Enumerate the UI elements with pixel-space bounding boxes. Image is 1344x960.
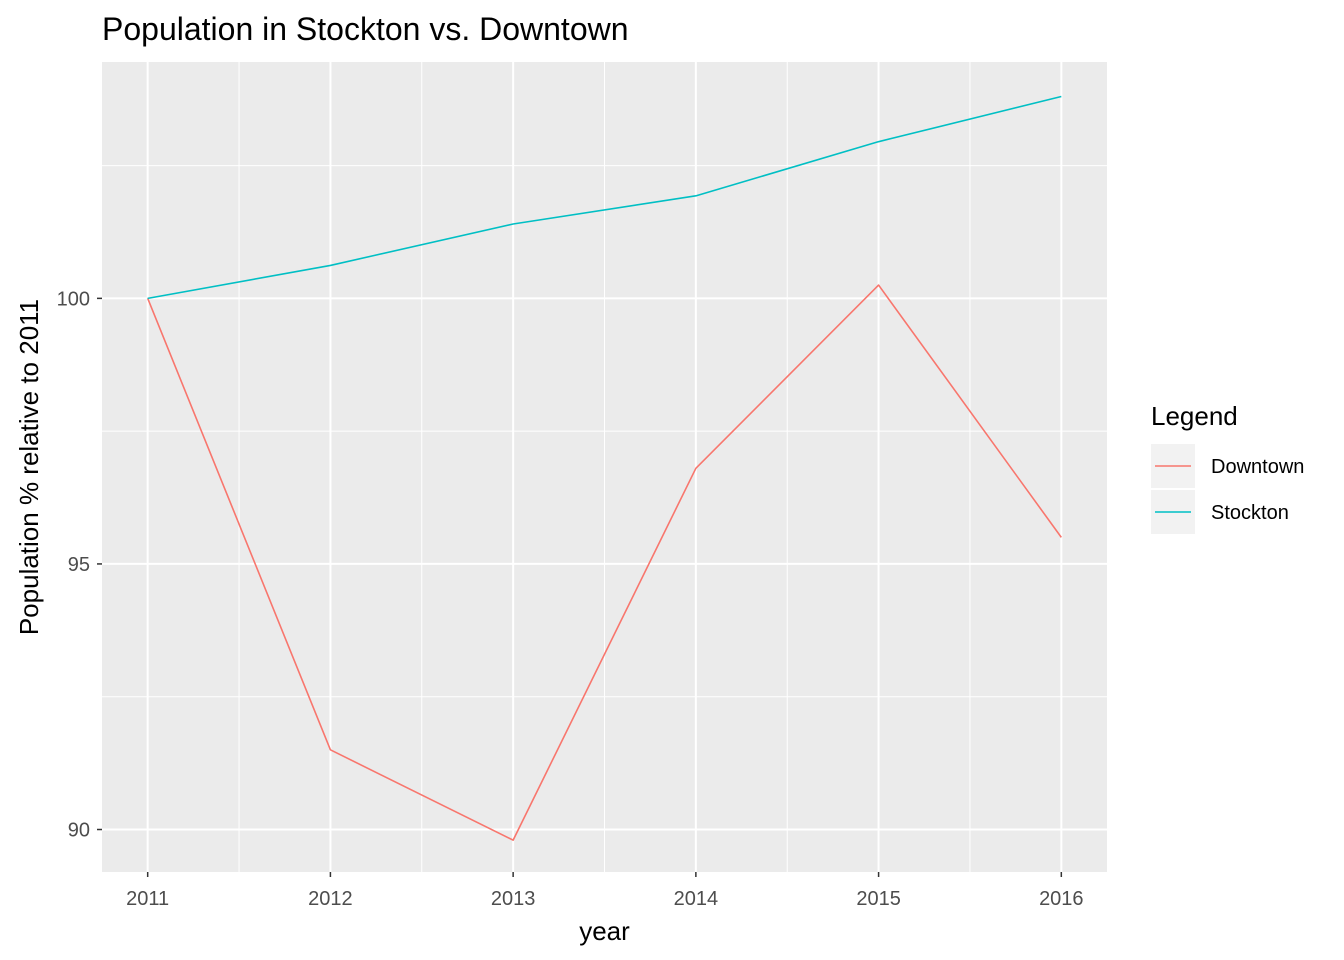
x-axis-title: year bbox=[579, 916, 630, 946]
chart-title: Population in Stockton vs. Downtown bbox=[102, 11, 629, 47]
legend-label-stockton: Stockton bbox=[1211, 502, 1289, 524]
x-tick-label: 2014 bbox=[674, 888, 719, 910]
major-gridlines bbox=[102, 62, 1107, 872]
y-axis-title: Population % relative to 2011 bbox=[14, 299, 44, 635]
x-tick-labels: 2011 2012 2013 2014 2015 2016 bbox=[126, 888, 1083, 910]
minor-gridlines bbox=[102, 62, 1107, 872]
x-tick-label: 2011 bbox=[126, 888, 169, 910]
y-tick-label: 90 bbox=[68, 820, 90, 842]
y-tick-label: 95 bbox=[68, 554, 90, 576]
series-lines bbox=[146, 95, 1062, 841]
x-tick-label: 2012 bbox=[308, 888, 353, 910]
x-tick-label: 2013 bbox=[491, 888, 536, 910]
y-tick-labels: 90 95 100 bbox=[57, 288, 90, 841]
legend: Legend Downtown Stockton bbox=[1151, 401, 1304, 534]
legend-label-downtown: Downtown bbox=[1211, 456, 1304, 478]
axis-ticks bbox=[97, 297, 1063, 877]
x-tick-label: 2015 bbox=[856, 888, 901, 910]
legend-title: Legend bbox=[1151, 401, 1238, 431]
x-tick-label: 2016 bbox=[1039, 888, 1084, 910]
y-tick-label: 100 bbox=[57, 288, 90, 310]
series-line-stockton bbox=[147, 95, 1062, 300]
series-line-downtown bbox=[146, 284, 1062, 841]
